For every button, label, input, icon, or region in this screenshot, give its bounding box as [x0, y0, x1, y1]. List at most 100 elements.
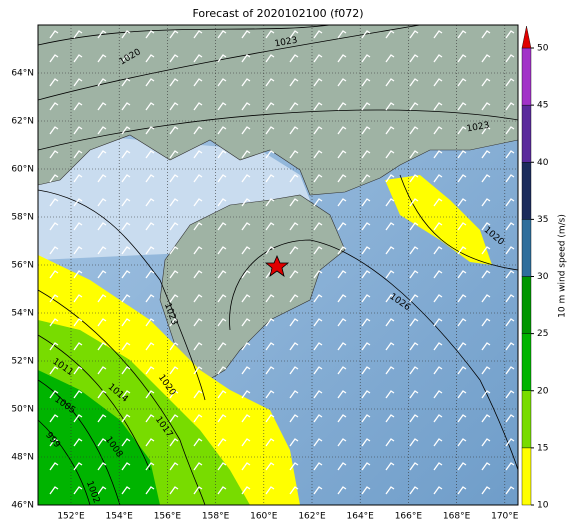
wind-barb	[433, 198, 443, 207]
wind-barb	[289, 198, 299, 207]
wind-barb	[289, 30, 299, 39]
wind-barb	[505, 318, 515, 327]
wind-barb	[457, 78, 467, 87]
wind-barb	[457, 390, 467, 399]
wind-barb	[49, 222, 59, 231]
wind-barb	[169, 390, 179, 399]
wind-barb	[385, 390, 395, 399]
wind-barb	[433, 366, 443, 375]
wind-barb	[217, 318, 227, 327]
wind-barb	[121, 174, 131, 183]
wind-barb	[241, 342, 251, 351]
wind-barb	[217, 150, 227, 159]
wind-barb	[385, 318, 395, 327]
wind-barb	[457, 174, 467, 183]
wind-barb	[457, 126, 467, 135]
wind-barbs	[49, 30, 515, 495]
wind-barb	[433, 438, 443, 447]
wind-barb	[193, 414, 203, 423]
wind-barb	[313, 486, 323, 495]
wind-barb	[265, 462, 275, 471]
wind-barb	[313, 438, 323, 447]
wind-barb	[265, 78, 275, 87]
lat-tick-label: 60°N	[11, 165, 34, 175]
wind-barb	[361, 78, 371, 87]
wind-barb	[409, 390, 419, 399]
wind-barb	[385, 438, 395, 447]
wind-barb	[361, 102, 371, 111]
wind-barb	[313, 390, 323, 399]
wind-barb	[385, 78, 395, 87]
wind-barb	[49, 78, 59, 87]
wind-barb	[385, 366, 395, 375]
wind-barb	[121, 366, 131, 375]
wind-barb	[265, 174, 275, 183]
wind-barb	[433, 294, 443, 303]
wind-barb	[193, 342, 203, 351]
lon-tick-label: 160°E	[250, 512, 278, 522]
wind-barb	[433, 318, 443, 327]
wind-barb	[457, 222, 467, 231]
wind-barb	[169, 126, 179, 135]
wind-barb	[217, 390, 227, 399]
wind-barb	[313, 102, 323, 111]
wind-barb	[385, 174, 395, 183]
wind-barb	[217, 438, 227, 447]
wind-barb	[121, 294, 131, 303]
wind-barb	[217, 30, 227, 39]
wind-barb	[217, 126, 227, 135]
wind-barb	[481, 270, 491, 279]
wind-barb	[385, 222, 395, 231]
wind-barb	[313, 174, 323, 183]
wind-area	[385, 175, 492, 265]
lon-tick-label: 154°E	[106, 512, 134, 522]
wind-barb	[121, 78, 131, 87]
wind-barb	[73, 438, 83, 447]
wind-barb	[385, 342, 395, 351]
wind-barb	[361, 342, 371, 351]
wind-barb	[49, 366, 59, 375]
wind-barb	[481, 150, 491, 159]
wind-barb	[49, 318, 59, 327]
wind-barb	[505, 462, 515, 471]
wind-barb	[193, 270, 203, 279]
wind-barb	[337, 54, 347, 63]
wind-barb	[481, 54, 491, 63]
wind-barb	[289, 174, 299, 183]
wind-barb	[361, 126, 371, 135]
wind-barb	[289, 318, 299, 327]
colorbar-segment	[521, 104, 532, 163]
colorbar-segment	[521, 447, 532, 506]
wind-barb	[73, 462, 83, 471]
wind-barb	[433, 246, 443, 255]
mainland	[38, 25, 518, 196]
wind-barb	[145, 174, 155, 183]
colorbar-tick-label: 45	[537, 101, 548, 111]
wind-barb	[169, 150, 179, 159]
wind-barb	[193, 486, 203, 495]
wind-barb	[409, 54, 419, 63]
wind-barb	[289, 246, 299, 255]
wind-barb	[337, 30, 347, 39]
wind-barb	[481, 486, 491, 495]
lat-tick-label: 50°N	[11, 405, 34, 415]
wind-barb	[73, 246, 83, 255]
wind-barb	[337, 366, 347, 375]
wind-barb	[49, 246, 59, 255]
wind-barb	[169, 438, 179, 447]
wind-barb	[505, 30, 515, 39]
wind-barb	[169, 270, 179, 279]
wind-barb	[97, 174, 107, 183]
wind-barb	[481, 462, 491, 471]
wind-barb	[121, 318, 131, 327]
wind-barb	[145, 270, 155, 279]
wind-barb	[49, 198, 59, 207]
graticule	[38, 25, 518, 505]
wind-barb	[361, 294, 371, 303]
wind-barb	[121, 30, 131, 39]
wind-barb	[433, 30, 443, 39]
wind-barb	[409, 294, 419, 303]
wind-barb	[337, 486, 347, 495]
wind-barb	[217, 366, 227, 375]
wind-barb	[337, 150, 347, 159]
